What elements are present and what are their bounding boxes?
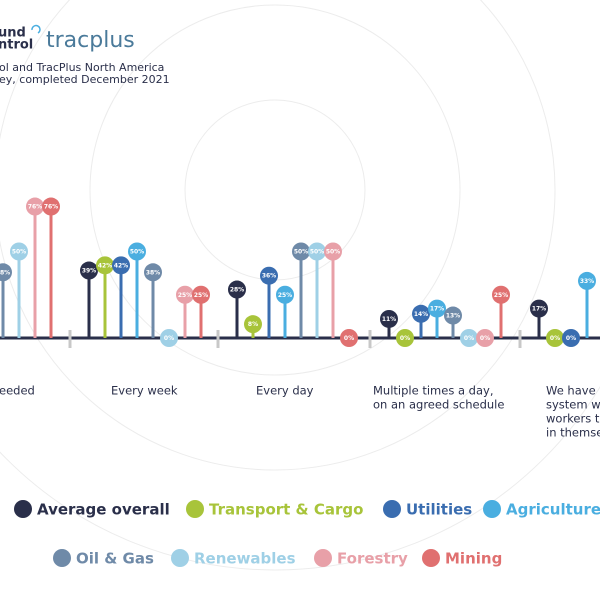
value-label: 25% <box>178 292 192 299</box>
category-label: Multiple times a day, <box>373 384 493 398</box>
lollipop-head <box>128 242 146 261</box>
lollipop-head <box>340 329 358 347</box>
category-label: system w <box>546 398 600 412</box>
lollipop-head <box>530 299 548 318</box>
value-label: 0% <box>464 335 474 342</box>
lollipop-head <box>412 304 430 323</box>
legend-label: Agriculture <box>506 501 600 519</box>
legend-label: Oil & Gas <box>76 550 154 568</box>
legend-label: Utilities <box>406 501 472 519</box>
lollipop-head <box>228 280 246 299</box>
legend-swatch <box>383 500 401 518</box>
value-label: 76% <box>28 204 42 211</box>
lollipop-head <box>444 306 462 325</box>
lollipop-head <box>396 329 414 347</box>
logo-text: tracplus <box>46 28 135 53</box>
category-label: workers t <box>546 412 600 426</box>
value-label: 8% <box>248 321 258 328</box>
value-label: 0% <box>164 335 174 342</box>
category-label: We have <box>546 384 596 398</box>
value-label: 36% <box>262 273 276 280</box>
value-label: 11% <box>382 316 396 323</box>
value-label: 38% <box>146 269 160 276</box>
value-label: 50% <box>294 249 308 256</box>
value-label: 17% <box>532 306 546 313</box>
lollipop-head <box>10 242 28 261</box>
value-label: 25% <box>194 292 208 299</box>
value-label: 13% <box>446 313 460 320</box>
logo-icon <box>31 24 41 34</box>
lollipop-head <box>324 242 342 261</box>
lollipop-head <box>160 329 178 347</box>
value-label: 28% <box>230 287 244 294</box>
value-label: 76% <box>44 204 58 211</box>
legend-swatch <box>14 500 32 518</box>
category-label: eeded <box>0 384 35 398</box>
value-label: 0% <box>480 335 490 342</box>
legend-label: Mining <box>445 550 502 568</box>
legend-swatch <box>483 500 501 518</box>
lollipop-head <box>292 242 310 261</box>
value-label: 25% <box>494 292 508 299</box>
category-label: in themse <box>546 426 600 440</box>
lollipop-head <box>244 315 262 334</box>
lollipop-head <box>26 197 44 216</box>
value-label: 0% <box>550 335 560 342</box>
subtitle: ey, completed December 2021 <box>0 73 170 86</box>
lollipop-head <box>80 261 98 280</box>
category-label: Every day <box>256 384 314 398</box>
value-label: 42% <box>114 262 128 269</box>
lollipop-head <box>476 329 494 347</box>
lollipop-head <box>578 271 596 290</box>
value-label: 50% <box>310 249 324 256</box>
legend-swatch <box>422 549 440 567</box>
legend-swatch <box>314 549 332 567</box>
lollipop-head <box>42 197 60 216</box>
lollipop-head <box>546 329 564 347</box>
lollipop-head <box>112 256 130 275</box>
lollipop-head <box>562 329 580 347</box>
group-separators <box>68 330 522 348</box>
subtitle: ol and TracPlus North America <box>0 61 164 74</box>
lollipop-head <box>492 285 510 304</box>
lollipop-head <box>380 309 398 328</box>
value-label: 0% <box>344 335 354 342</box>
value-label: 38% <box>0 269 10 276</box>
value-label: 50% <box>12 249 26 256</box>
lollipop-head <box>144 263 162 282</box>
lollipop-head <box>192 285 210 304</box>
logo-text: ntrol <box>0 38 33 53</box>
value-label: 42% <box>98 262 112 269</box>
category-label: Every week <box>111 384 178 398</box>
lollipop-head <box>260 266 278 285</box>
value-label: 14% <box>414 311 428 318</box>
legend-label: Forestry <box>337 550 408 568</box>
value-label: 39% <box>82 268 96 275</box>
legend-swatch <box>171 549 189 567</box>
lollipop-head <box>308 242 326 261</box>
lollipop-head <box>276 285 294 304</box>
lollipop-head <box>460 329 478 347</box>
lollipop-head <box>176 285 194 304</box>
value-label: 50% <box>130 249 144 256</box>
legend-label: Average overall <box>37 501 170 519</box>
lollipop-head <box>428 299 446 318</box>
lollipop-head <box>96 256 114 275</box>
category-label: on an agreed schedule <box>373 398 504 412</box>
logo-text: und <box>0 26 26 41</box>
value-label: 50% <box>326 249 340 256</box>
legend-label: Transport & Cargo <box>209 501 363 519</box>
value-label: 33% <box>580 278 594 285</box>
legend-swatch <box>53 549 71 567</box>
legend-swatch <box>186 500 204 518</box>
value-label: 25% <box>278 292 292 299</box>
lollipop-head <box>0 263 12 282</box>
value-label: 17% <box>430 306 444 313</box>
legend-label: Renewables <box>194 550 296 568</box>
value-label: 0% <box>566 335 576 342</box>
value-label: 0% <box>400 335 410 342</box>
